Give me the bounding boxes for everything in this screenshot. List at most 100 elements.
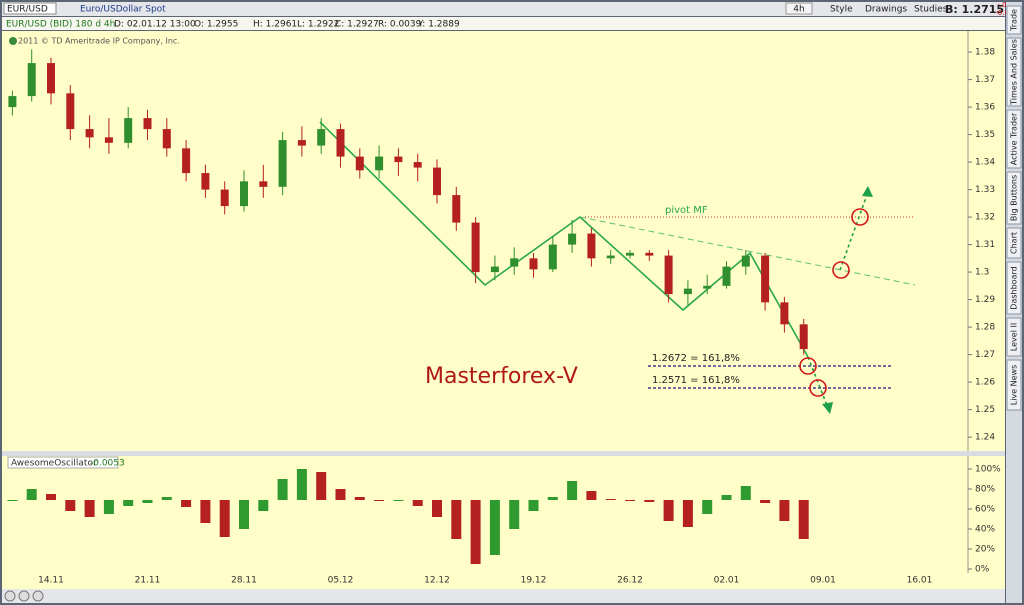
y-tick-label: 1.24 (975, 433, 995, 443)
price-panel (2, 31, 1005, 451)
symbol[interactable]: EUR/USD (7, 5, 48, 15)
candle-body (548, 244, 557, 270)
candle-body (722, 266, 731, 286)
side-tab[interactable] (1006, 109, 1022, 169)
y-tick-label: 1.34 (975, 158, 995, 168)
y-tick-label: 1.26 (975, 378, 995, 388)
oscillator-bar (625, 500, 635, 501)
oscillator-bar (432, 500, 442, 517)
logo (9, 37, 17, 45)
oscillator-bar (161, 497, 172, 500)
oscillator-bar (451, 500, 462, 539)
y-tick-label: 0% (975, 565, 990, 575)
date-axis (2, 573, 1005, 589)
y-tick-label: 1.33 (975, 185, 995, 195)
oscillator-bar (567, 481, 578, 500)
y-tick-label: 1.37 (975, 75, 995, 85)
oscillator-bar (740, 486, 751, 500)
info-high: H: 1.2961 (253, 20, 297, 30)
zoom-button[interactable] (32, 590, 44, 602)
candle-body (143, 118, 152, 130)
candle-body (529, 258, 538, 270)
oscillator-bar (316, 472, 327, 500)
oscillator-bar (760, 500, 771, 503)
oscillator-bar (7, 500, 18, 501)
info-yesterday: Y: 1.2889 (417, 20, 460, 30)
y-tick-label: 1.3 (975, 268, 989, 278)
bid: B: 1.2715 (945, 3, 1004, 16)
candle-body (683, 288, 692, 295)
candle-body (799, 324, 808, 350)
side-tab-label[interactable]: Dashboard (1010, 266, 1019, 309)
side-tab-label[interactable]: Chart (1010, 232, 1019, 254)
candle-body (85, 129, 94, 138)
marker-circle (832, 261, 850, 279)
drawings-button[interactable]: Drawings (865, 5, 907, 15)
oscillator-bar (123, 500, 134, 506)
candle-body (240, 181, 248, 207)
oscillator-panel (2, 456, 1005, 573)
oscillator-bar (219, 500, 230, 537)
candle-body (780, 302, 789, 325)
splitter (2, 451, 1005, 456)
candle-body (394, 156, 403, 163)
info-open: O: 1.2955 (194, 20, 238, 30)
symbol-box[interactable] (3, 2, 57, 15)
oscillator-bar (296, 469, 307, 500)
oscillator-bar (682, 500, 693, 527)
side-tab-label[interactable]: Live News (1010, 365, 1019, 406)
x-tick-label: 26.12 (617, 576, 643, 586)
candle-body (47, 63, 55, 94)
toolbar (2, 2, 1005, 16)
description: Euro/USDollar Spot (80, 5, 166, 15)
side-tab[interactable] (1006, 5, 1022, 35)
side-tab[interactable] (1006, 261, 1022, 315)
oscillator-bar (142, 500, 153, 503)
candle-body (375, 156, 384, 171)
side-tab-label[interactable]: Active Trader (1010, 112, 1019, 165)
candle-body (317, 129, 326, 146)
oscillator-bar (528, 500, 539, 511)
oscillator-bar (354, 497, 365, 500)
marker-circle (851, 208, 869, 226)
study-title: AwesomeOscillator (11, 459, 97, 469)
period[interactable]: 4h (793, 5, 804, 15)
oscillator-bar (26, 489, 37, 500)
oscillator-bar (489, 500, 500, 555)
y-tick-label: 1.35 (975, 130, 995, 140)
oscillator-bar (103, 500, 114, 514)
studies-button[interactable]: Studies (914, 5, 948, 15)
oscillator-bar (374, 500, 385, 501)
side-tab[interactable] (1006, 171, 1022, 225)
oscillator-bar (84, 500, 95, 517)
oscillator-bar (798, 500, 809, 539)
side-tab-label[interactable]: Level II (1010, 323, 1019, 351)
candle-body (761, 255, 770, 303)
side-tab[interactable] (1006, 37, 1022, 107)
side-tab-label[interactable]: Trade (1010, 9, 1019, 32)
side-tab[interactable] (1006, 317, 1022, 357)
candle-body (124, 118, 133, 143)
y-tick-label: 1.28 (975, 323, 995, 333)
y-tick-label: 40% (975, 525, 995, 535)
side-tab-label[interactable]: Big Buttons (1010, 175, 1019, 221)
side-tab[interactable] (1006, 359, 1022, 411)
candle-body (645, 252, 654, 256)
side-tab-label[interactable]: Times And Sales (1010, 39, 1019, 106)
oscillator-bar (277, 479, 288, 500)
watermark: Masterforex-V (425, 364, 578, 389)
zoom-button[interactable] (18, 590, 30, 602)
style-button[interactable]: Style (830, 5, 853, 15)
x-tick-label: 12.12 (424, 576, 450, 586)
x-tick-label: 02.01 (714, 576, 740, 586)
oscillator-bar (239, 500, 249, 529)
side-tab[interactable] (1006, 227, 1022, 259)
info-low: L: 1.2922 (297, 20, 339, 30)
period-button[interactable] (785, 2, 813, 15)
arrowhead (862, 186, 873, 197)
candle-body (8, 96, 17, 108)
candle-body (606, 255, 615, 259)
zoom-button[interactable] (4, 590, 16, 602)
oscillator-bar (779, 500, 790, 521)
